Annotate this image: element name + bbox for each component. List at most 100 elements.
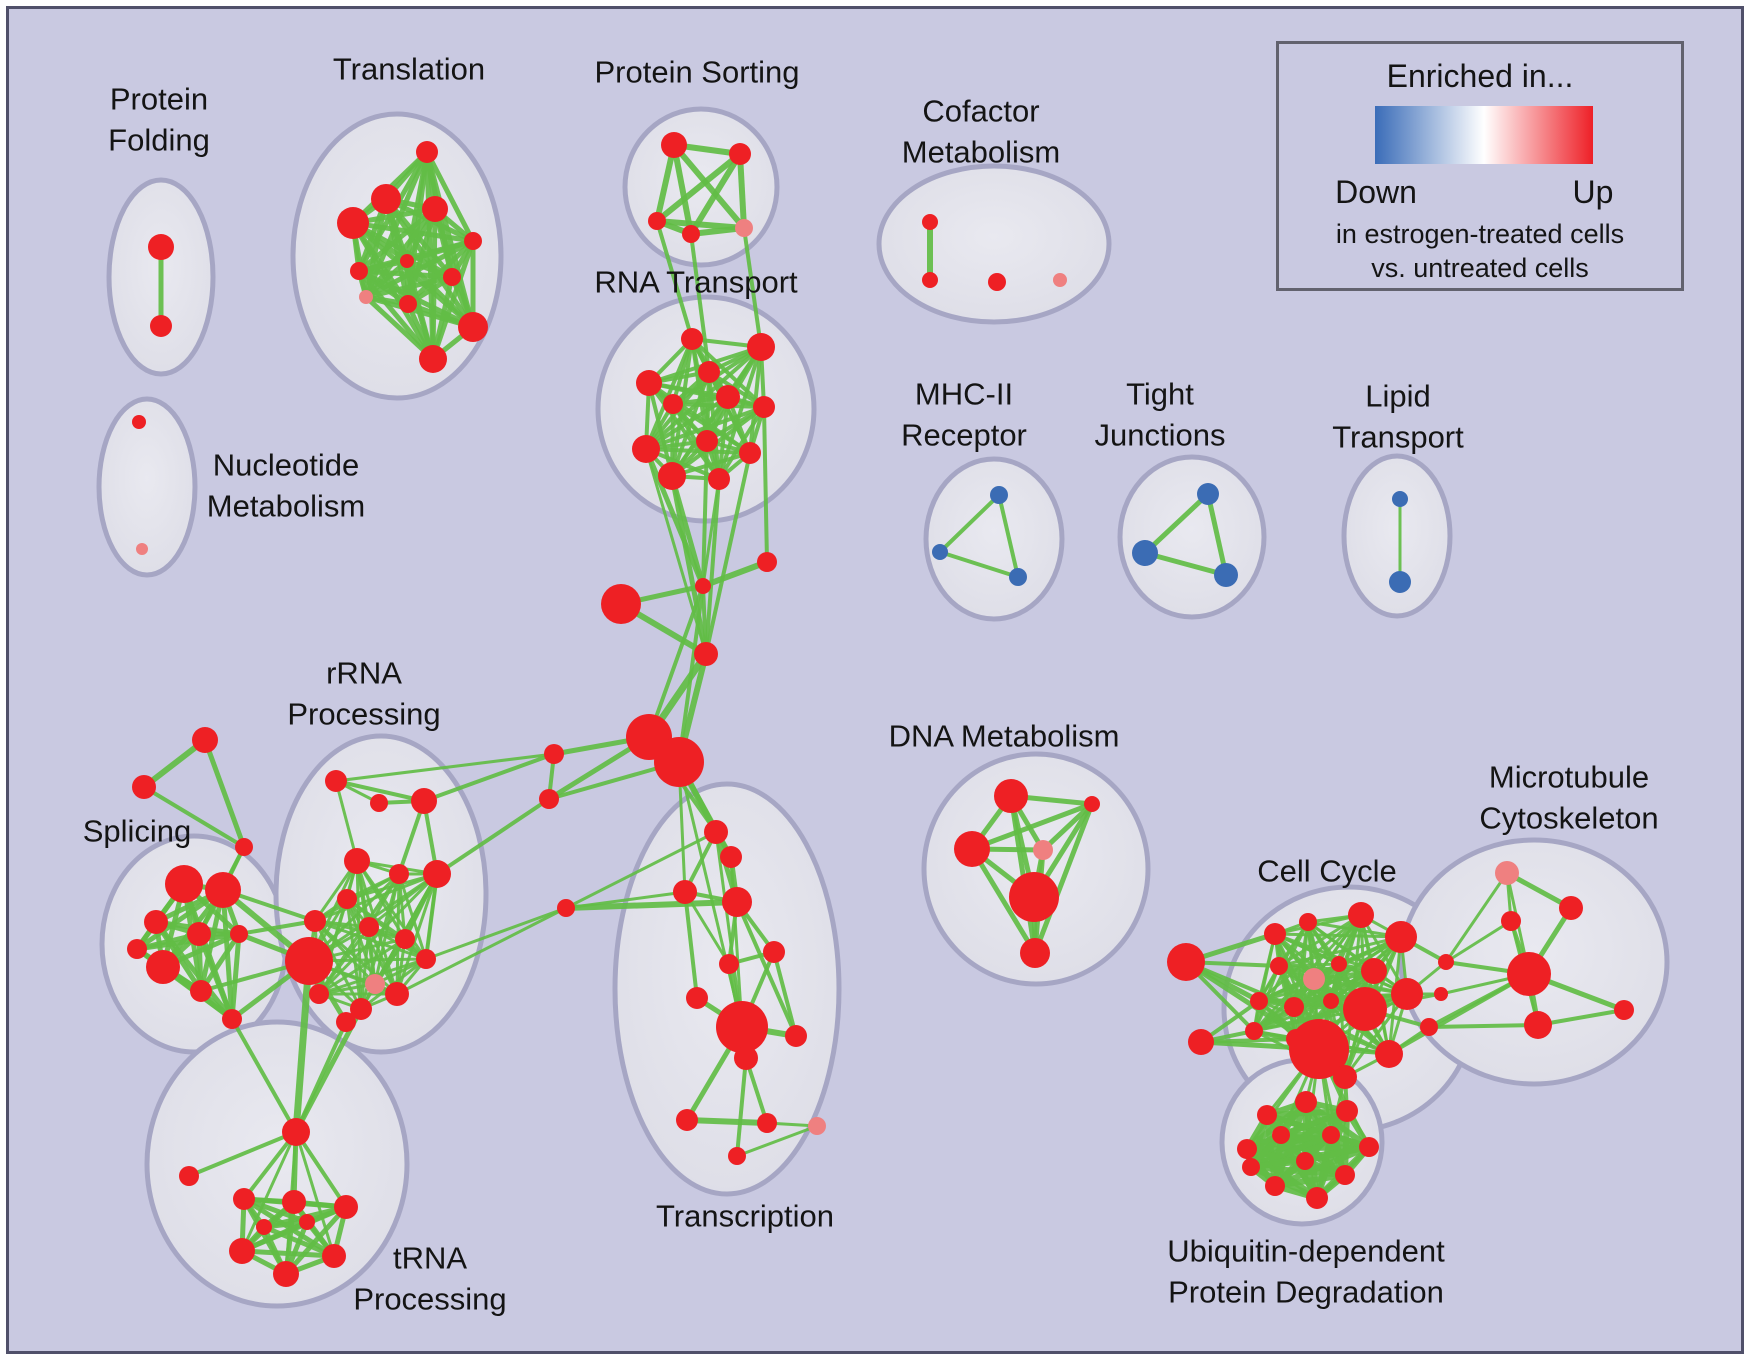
node-54	[192, 727, 218, 753]
edge	[345, 898, 363, 1010]
node-66	[325, 770, 347, 792]
node-153	[1306, 1187, 1328, 1209]
node-97	[763, 941, 785, 963]
node-119	[1270, 957, 1288, 975]
node-35	[990, 486, 1008, 504]
node-74	[359, 917, 379, 937]
edge	[352, 220, 474, 244]
node-22	[698, 361, 720, 383]
node-68	[411, 788, 437, 814]
group-trna-processing-label-line-1: tRNA	[393, 1241, 467, 1276]
edge	[772, 951, 798, 1037]
node-5	[422, 196, 448, 222]
edge	[686, 1117, 768, 1126]
node-20	[747, 333, 775, 361]
edge	[565, 830, 717, 910]
node-32	[922, 272, 938, 288]
legend-box: Enriched in... Down Up in estrogen-treat…	[1276, 41, 1684, 291]
edge	[669, 475, 709, 655]
edge	[334, 780, 359, 862]
edge	[396, 906, 567, 996]
group-lipid-transport-label-line-1: Lipid	[1365, 379, 1431, 414]
edge	[647, 585, 705, 738]
node-76	[285, 937, 333, 985]
edge	[1445, 919, 1512, 964]
node-52	[539, 789, 559, 809]
edge	[1032, 803, 1095, 954]
group-tight-junctions-label-line-1: Tight	[1126, 377, 1194, 412]
edge	[188, 1130, 297, 1178]
edge	[671, 402, 752, 455]
node-107	[994, 779, 1028, 813]
node-16	[648, 212, 666, 230]
node-3	[371, 184, 401, 214]
edge	[762, 406, 769, 563]
group-protein-folding-label-line-1: Protein	[110, 82, 208, 117]
node-78	[309, 984, 329, 1004]
node-21	[636, 370, 662, 396]
node-40	[1214, 563, 1238, 587]
node-91	[299, 1214, 315, 1230]
node-53	[557, 899, 575, 917]
edge	[425, 906, 567, 961]
edge	[1444, 872, 1509, 963]
edge	[688, 152, 743, 236]
edge	[683, 891, 699, 999]
node-90	[273, 1261, 299, 1287]
edge	[230, 1018, 298, 1133]
node-152	[1265, 1176, 1285, 1196]
node-105	[808, 1117, 826, 1135]
edge	[395, 873, 439, 995]
node-1	[150, 315, 172, 337]
node-88	[229, 1238, 255, 1264]
edge	[229, 933, 242, 1020]
edge	[435, 797, 551, 876]
node-142	[1257, 1105, 1277, 1125]
group-mhc-ii-receptor-label-line-2: Receptor	[901, 418, 1027, 453]
node-121	[1331, 956, 1347, 972]
group-nucleotide-metabolism-label-line-1: Nucleotide	[213, 448, 359, 483]
edge	[689, 233, 711, 373]
node-132	[1375, 1040, 1403, 1068]
node-124	[1250, 992, 1268, 1010]
node-103	[676, 1109, 698, 1131]
node-93	[704, 820, 728, 844]
node-46	[695, 578, 711, 594]
edge	[704, 478, 721, 655]
node-48	[757, 552, 777, 572]
edge	[335, 779, 425, 803]
node-26	[632, 435, 660, 463]
node-4	[337, 207, 369, 239]
node-57	[165, 865, 203, 903]
node-41	[1392, 491, 1408, 507]
edge	[405, 259, 475, 329]
node-58	[205, 872, 241, 908]
node-38	[1197, 483, 1219, 505]
group-microtubule-cytoskeleton-label-line-2: Cytoskeleton	[1479, 801, 1658, 836]
node-106	[728, 1147, 746, 1165]
edge	[294, 1021, 348, 1133]
node-13	[419, 345, 447, 373]
node-115	[1264, 923, 1286, 945]
node-86	[282, 1190, 306, 1214]
node-71	[423, 860, 451, 888]
edge	[701, 478, 721, 587]
edge	[1041, 802, 1094, 852]
node-33	[988, 273, 1006, 291]
edge	[136, 931, 240, 952]
edge	[242, 1130, 298, 1201]
group-tight-junctions-ellipse	[1117, 454, 1267, 620]
edge	[1144, 550, 1227, 578]
node-96	[722, 887, 752, 917]
edge	[701, 559, 769, 589]
edge	[365, 274, 453, 300]
node-60	[187, 922, 211, 946]
group-ubiquitin-dependent-protein-degradation-label-line-2: Protein Degradation	[1168, 1275, 1444, 1310]
node-118	[1385, 921, 1417, 953]
node-100	[716, 1001, 768, 1053]
edge	[1008, 795, 1038, 954]
edge	[671, 143, 747, 230]
node-14	[661, 132, 687, 158]
edge	[1205, 493, 1229, 576]
